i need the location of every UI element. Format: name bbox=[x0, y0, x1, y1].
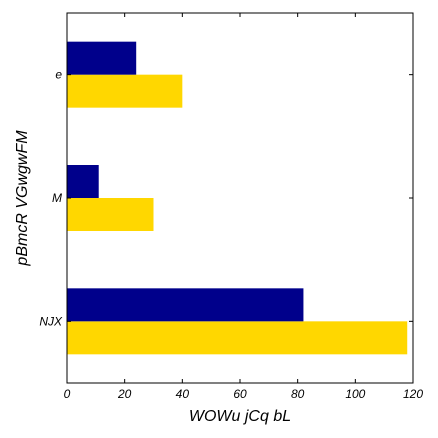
x-tick-label: 40 bbox=[176, 387, 190, 401]
y-tick-label: e bbox=[55, 68, 62, 82]
y-axis-label: pBmcR VGwgwFM bbox=[14, 130, 31, 267]
bar-series1-NJX bbox=[67, 288, 304, 322]
bar-series0-NJX bbox=[67, 321, 408, 355]
y-tick-label: NJX bbox=[39, 314, 63, 328]
x-tick-label: 120 bbox=[403, 387, 423, 401]
bar-series0-M bbox=[67, 198, 154, 231]
x-tick-label: 100 bbox=[345, 387, 365, 401]
y-tick-label: M bbox=[52, 191, 62, 205]
x-tick-label: 60 bbox=[233, 387, 247, 401]
bars-group bbox=[67, 41, 408, 355]
x-tick-label: 20 bbox=[117, 387, 132, 401]
x-axis-label: WOWu jCq bL bbox=[189, 408, 291, 425]
bar-series1-e bbox=[67, 41, 137, 75]
x-tick-label: 0 bbox=[64, 387, 71, 401]
ticks-group: NJX Me 0 20 40 60 80 100 120 bbox=[39, 13, 423, 401]
bar-series0-e bbox=[67, 74, 183, 108]
x-tick-label: 80 bbox=[291, 387, 305, 401]
bar-series1-M bbox=[67, 165, 99, 198]
